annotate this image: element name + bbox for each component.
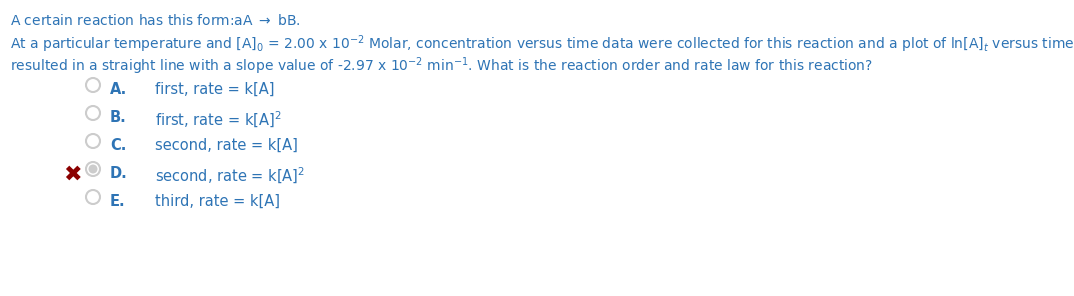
Text: C.: C. bbox=[110, 138, 127, 153]
Text: second, rate = k[A]$^{2}$: second, rate = k[A]$^{2}$ bbox=[155, 166, 305, 186]
Text: resulted in a straight line with a slope value of -2.97 x 10$^{-2}$ min$^{-1}$. : resulted in a straight line with a slope… bbox=[10, 55, 873, 77]
Text: A.: A. bbox=[110, 82, 127, 97]
Circle shape bbox=[88, 165, 98, 173]
Text: ✖: ✖ bbox=[62, 165, 82, 185]
Text: first, rate = k[A]: first, rate = k[A] bbox=[155, 82, 275, 97]
Text: first, rate = k[A]$^{2}$: first, rate = k[A]$^{2}$ bbox=[155, 110, 281, 130]
Text: E.: E. bbox=[110, 194, 126, 209]
Text: second, rate = k[A]: second, rate = k[A] bbox=[155, 138, 297, 153]
Text: third, rate = k[A]: third, rate = k[A] bbox=[155, 194, 280, 209]
Text: At a particular temperature and [A]$_0$ = 2.00 x 10$^{-2}$ Molar, concentration : At a particular temperature and [A]$_0$ … bbox=[10, 33, 1074, 54]
Text: A certain reaction has this form:aA $\rightarrow$ bB.: A certain reaction has this form:aA $\ri… bbox=[10, 13, 301, 28]
Text: B.: B. bbox=[110, 110, 127, 125]
Text: D.: D. bbox=[110, 166, 128, 181]
